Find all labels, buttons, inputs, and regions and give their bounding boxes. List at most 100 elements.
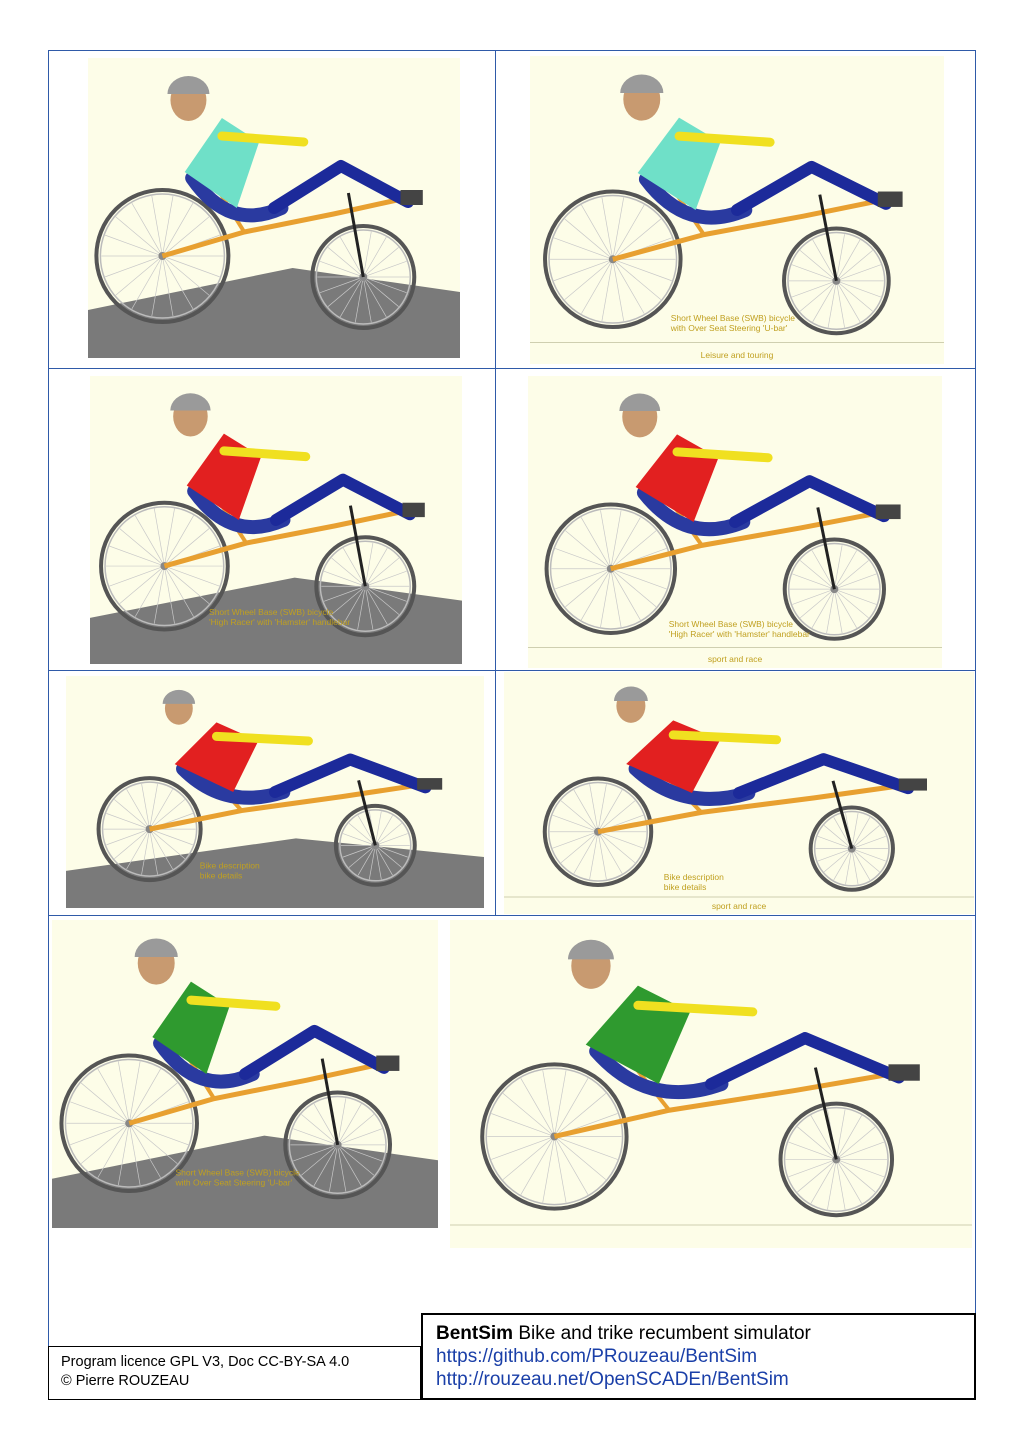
grid-divider (495, 50, 496, 916)
caption-text: sport and race (708, 654, 763, 664)
title-box: BentSim Bike and trike recumbent simulat… (421, 1313, 976, 1400)
spoke (597, 800, 636, 832)
spoke (799, 280, 837, 312)
rider-arm (674, 131, 775, 147)
spoke (597, 831, 623, 874)
spoke (114, 799, 150, 830)
ground-slope (90, 577, 462, 664)
spoke (104, 234, 163, 257)
wheel (314, 535, 417, 638)
spoke (565, 568, 612, 608)
spoke (610, 510, 622, 569)
spoke (357, 586, 366, 630)
hub (830, 585, 839, 594)
rider-arm (211, 731, 313, 746)
spoke (117, 1123, 130, 1186)
website-link[interactable]: http://rouzeau.net/OpenSCADEn/BentSim (436, 1369, 789, 1390)
ground-slope (52, 1135, 438, 1228)
spoke (555, 548, 611, 570)
caption-text: Short Wheel Base (SWB) bicycle (669, 619, 794, 629)
spoke (836, 280, 845, 328)
rider-shoe (417, 778, 443, 790)
spoke (554, 1093, 607, 1137)
spoke (342, 547, 366, 587)
spoke (301, 1114, 338, 1146)
spoke (368, 845, 376, 880)
spoke (589, 784, 599, 832)
spoke (375, 833, 408, 846)
spoke (97, 1123, 130, 1178)
spoke (554, 1136, 567, 1203)
tire (99, 500, 230, 632)
spoke (337, 1103, 362, 1146)
github-link[interactable]: https://github.com/PRouzeau/BentSim (436, 1346, 758, 1367)
wheel (544, 502, 678, 635)
bike-frame (597, 780, 918, 835)
recumbent-bike-illustration (88, 76, 460, 358)
spoke (364, 586, 388, 625)
spoke (364, 547, 388, 587)
spoke (149, 789, 173, 830)
helmet-icon (162, 689, 196, 704)
tire (283, 1090, 393, 1200)
spoke (319, 276, 364, 294)
spoke (337, 1128, 383, 1146)
spoke (365, 585, 407, 602)
spoke (834, 560, 869, 590)
rider-leg (705, 1032, 905, 1090)
caption-text: bike details (664, 882, 707, 892)
spoke (560, 831, 599, 863)
spoke (354, 276, 364, 323)
spoke (597, 831, 644, 849)
helmet-icon (619, 393, 661, 412)
rider-arm (668, 730, 782, 745)
spoke (835, 1159, 846, 1210)
spoke (597, 789, 623, 832)
spoke (834, 573, 877, 590)
spoke (851, 848, 880, 873)
spoke (134, 515, 165, 567)
wheel (480, 1062, 629, 1211)
spoke (106, 828, 150, 846)
front-fork (320, 1058, 340, 1146)
spoke (342, 586, 366, 625)
spoke (823, 825, 853, 849)
spoke (589, 831, 599, 880)
wheel (808, 805, 895, 892)
spoke (313, 1144, 338, 1187)
spoke (374, 811, 382, 846)
spoke (126, 789, 150, 830)
rider-hips (589, 1044, 729, 1100)
spoke (555, 568, 611, 590)
spoke (502, 1093, 555, 1137)
spoke (357, 845, 376, 876)
spoke (339, 236, 364, 278)
grid-divider (48, 368, 976, 369)
front-fork (818, 194, 838, 282)
spoke (164, 565, 194, 617)
tire (542, 776, 654, 887)
spoke (327, 276, 364, 307)
spoke (115, 255, 163, 296)
bike-frame (161, 193, 416, 259)
spoke (80, 1123, 130, 1164)
spoke (331, 585, 366, 615)
rim (813, 810, 890, 887)
spoke (162, 195, 174, 257)
rim (787, 542, 881, 636)
spoke (293, 1144, 338, 1162)
spoke (337, 1144, 383, 1162)
caption-text: Bike description (664, 872, 724, 882)
tire (808, 805, 895, 892)
spoke (560, 800, 599, 832)
caption-text: 'High Racer' with 'Hamster' handlebar (669, 629, 810, 639)
spoke (836, 280, 881, 298)
licence-text: Program licence GPL V3, Doc CC-BY-SA 4.0 (61, 1354, 350, 1370)
spoke (319, 260, 364, 278)
spoke (70, 1122, 130, 1146)
helmet-icon (170, 393, 211, 411)
licence-box: Program licence GPL V3, Doc CC-BY-SA 4.0… (48, 1346, 421, 1400)
spoke (836, 250, 873, 282)
rider-leg (239, 1024, 390, 1080)
rider-shoe (888, 1064, 920, 1081)
